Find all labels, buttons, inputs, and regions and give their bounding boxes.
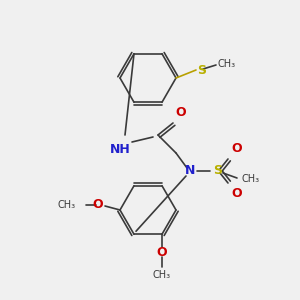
Text: O: O [92,199,103,212]
Text: O: O [231,142,242,155]
Text: O: O [157,246,167,259]
Text: S: S [197,64,206,76]
Text: CH₃: CH₃ [153,270,171,280]
Text: NH: NH [110,143,130,156]
Text: CH₃: CH₃ [58,200,76,210]
Text: CH₃: CH₃ [218,59,236,69]
Text: CH₃: CH₃ [242,174,260,184]
Text: N: N [185,164,195,178]
Text: O: O [175,106,186,119]
Text: O: O [231,187,242,200]
Text: S: S [214,164,223,178]
